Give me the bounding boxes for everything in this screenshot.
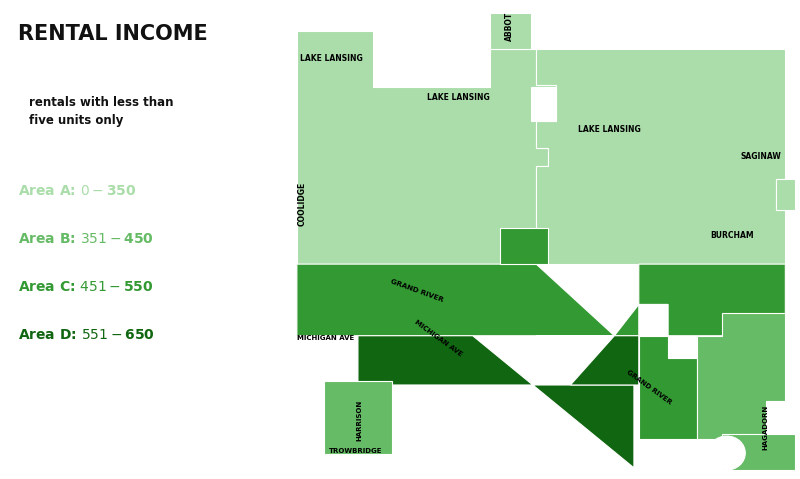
Polygon shape	[324, 380, 392, 455]
Circle shape	[708, 436, 746, 470]
Polygon shape	[722, 434, 795, 470]
Polygon shape	[297, 31, 556, 264]
Text: Area B: $351 - $450: Area B: $351 - $450	[18, 232, 154, 246]
Polygon shape	[570, 336, 639, 385]
Text: GRAND RIVER: GRAND RIVER	[390, 279, 444, 303]
Text: LAKE LANSING: LAKE LANSING	[300, 54, 362, 63]
Polygon shape	[536, 264, 786, 336]
Text: rentals with less than
five units only: rentals with less than five units only	[30, 96, 174, 127]
Polygon shape	[698, 313, 786, 439]
Text: HAGADORN: HAGADORN	[763, 405, 769, 450]
Text: BURCHAM: BURCHAM	[710, 230, 754, 240]
Polygon shape	[536, 49, 786, 264]
Text: SAGINAW: SAGINAW	[741, 152, 782, 161]
Text: HARRISON: HARRISON	[357, 400, 362, 442]
Text: MICHIGAN AVE: MICHIGAN AVE	[414, 319, 463, 357]
Text: MICHIGAN AVE: MICHIGAN AVE	[297, 335, 354, 341]
Polygon shape	[358, 336, 634, 468]
Text: ABBOT: ABBOT	[506, 12, 514, 42]
Text: GRAND RIVER: GRAND RIVER	[625, 369, 672, 406]
Text: LAKE LANSING: LAKE LANSING	[578, 125, 641, 134]
Text: RENTAL INCOME: RENTAL INCOME	[18, 24, 207, 44]
Text: TROWBRIDGE: TROWBRIDGE	[329, 448, 382, 454]
Polygon shape	[775, 179, 795, 210]
Text: Area C: $451 - $550: Area C: $451 - $550	[18, 280, 153, 294]
Polygon shape	[639, 336, 698, 439]
Text: Area D: $551 - $650: Area D: $551 - $650	[18, 328, 154, 342]
Polygon shape	[392, 31, 490, 87]
Text: LAKE LANSING: LAKE LANSING	[426, 93, 490, 102]
Polygon shape	[490, 13, 531, 49]
Text: COOLIDGE: COOLIDGE	[298, 182, 306, 226]
Polygon shape	[499, 228, 549, 264]
Text: Area A: $0 - $350: Area A: $0 - $350	[18, 184, 136, 198]
Polygon shape	[297, 264, 614, 336]
Polygon shape	[531, 87, 556, 121]
